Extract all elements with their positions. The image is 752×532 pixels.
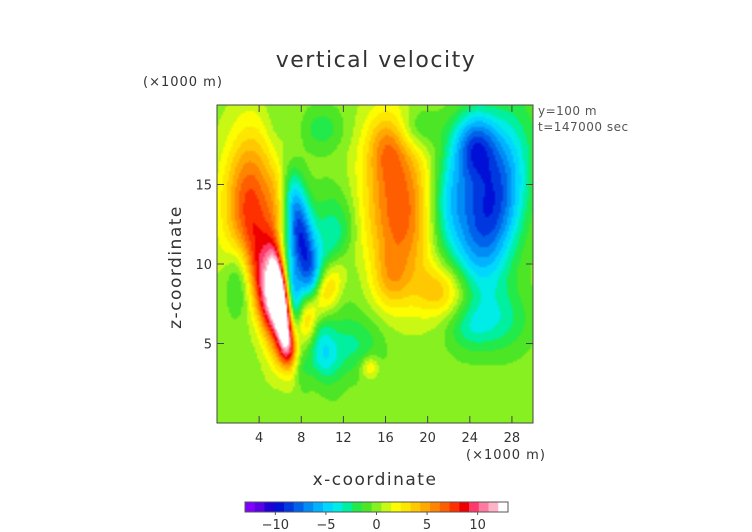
colorbar-swatch [381,502,392,512]
colorbar-swatch [498,502,509,512]
x-tick-label: 28 [504,431,521,446]
x-axis-unit: (×1000 m) [466,448,546,463]
colorbar-swatch [352,502,363,512]
colorbar-swatch [439,502,451,512]
x-tick-label: 16 [377,431,394,446]
colorbar-tick-label: 0 [372,518,380,532]
annotation-time: t=147000 sec [538,120,629,134]
x-tick-label: 24 [462,431,479,446]
colorbar-swatch [459,502,470,512]
colorbar-tick-label: −10 [262,518,289,532]
x-tick-label: 20 [419,431,436,446]
colorbar-swatch [293,502,304,512]
colorbar-swatch [274,502,285,512]
x-axis-ticks: 4 8 12 16 20 24 28 [255,105,520,446]
colorbar-swatch [478,502,490,512]
colorbar-swatch [449,502,460,512]
x-tick-label: 4 [255,431,263,446]
colorbar-tick-label: 10 [469,518,486,532]
y-axis-unit: (×1000 m) [143,75,223,90]
colorbar-swatch [410,502,421,512]
annotation-y-position: y=100 m [538,104,598,118]
colorbar-swatch [342,502,353,512]
colorbar-swatch [313,502,324,512]
y-tick-label: 10 [195,258,212,273]
colorbar-swatch [430,502,441,512]
colorbar-tick-label: 5 [423,518,431,532]
x-tick-label: 8 [297,431,305,446]
x-tick-label: 12 [335,431,352,446]
colorbar-swatch [303,502,314,512]
colorbar-swatch [391,502,402,512]
colorbar-swatch [371,502,382,512]
colorbar-swatch [400,502,412,512]
colorbar-swatch [245,502,256,512]
heatmap-field [217,105,533,423]
colorbar-swatch [264,502,275,512]
y-tick-label: 15 [195,179,212,194]
y-tick-label: 5 [204,338,212,353]
x-axis-label: x-coordinate [312,470,438,490]
colorbar-swatch [254,502,265,512]
colorbar-swatch [361,502,373,512]
chart-title: vertical velocity [275,48,477,73]
colorbar: −10 −5 0 5 10 [244,501,509,532]
colorbar-swatch [420,502,431,512]
colorbar-swatch [469,502,480,512]
colorbar-tick-label: −5 [316,518,335,532]
y-axis-ticks: 5 10 15 [195,179,533,353]
colorbar-swatch [488,502,499,512]
heatmap-image [217,105,533,423]
colorbar-swatch [283,502,295,512]
colorbar-swatch [332,502,343,512]
colorbar-swatch [322,502,334,512]
